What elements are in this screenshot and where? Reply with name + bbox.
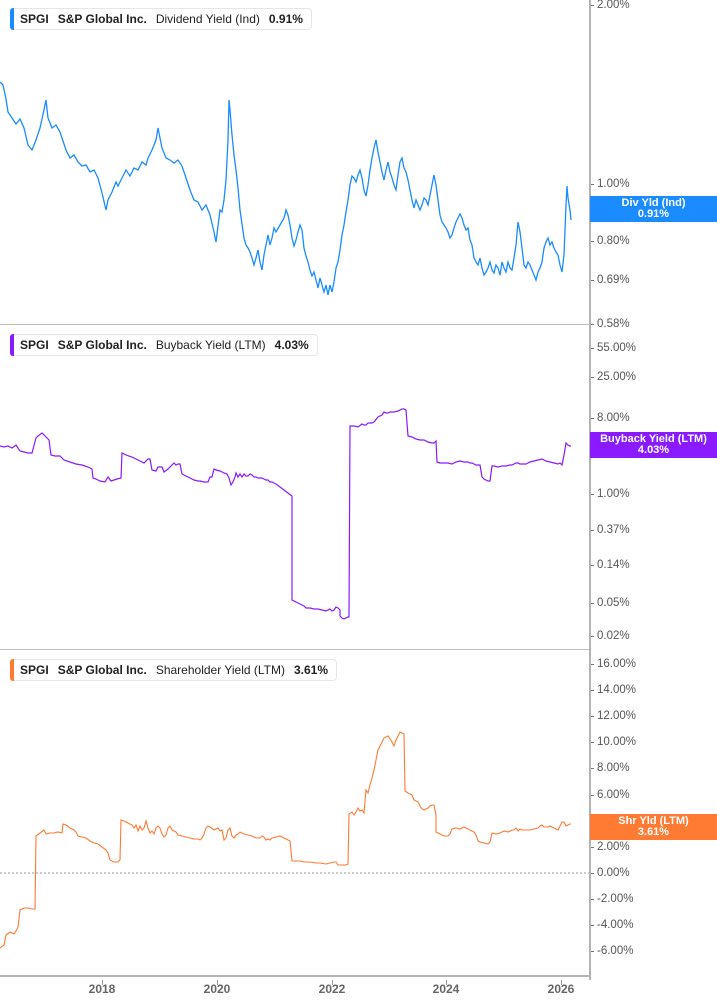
y-tick-mark: [591, 418, 594, 419]
legend-ticker: SPGI: [20, 12, 49, 26]
y-tick-mark: [591, 716, 594, 717]
legend-company: S&P Global Inc.: [57, 12, 147, 26]
y-tick-mark: [591, 873, 594, 874]
y-tick-mark: [591, 348, 594, 349]
y-tick-label: 0.05%: [597, 597, 630, 609]
y-tick-label: 2.00%: [597, 0, 630, 11]
legend-value: 4.03%: [274, 338, 309, 352]
y-tick-mark: [591, 565, 594, 566]
legend-metric: Shareholder Yield (LTM): [155, 663, 285, 677]
y-tick-label: -4.00%: [597, 919, 634, 931]
y-tick-label: 12.00%: [597, 710, 637, 722]
y-tick-label: 16.00%: [597, 658, 637, 670]
y-tick-mark: [591, 494, 594, 495]
legend-company: S&P Global Inc.: [57, 663, 147, 677]
x-axis-line: [0, 975, 591, 977]
y-tick-label: 1.00%: [597, 488, 630, 500]
x-tick-label: 2022: [318, 982, 346, 996]
y-tick-mark: [591, 742, 594, 743]
buyback-yield-legend[interactable]: SPGI S&P Global Inc. Buyback Yield (LTM)…: [10, 334, 318, 356]
legend-ticker: SPGI: [20, 663, 49, 677]
y-tick-mark: [591, 603, 594, 604]
y-tick-mark: [591, 241, 594, 242]
x-tick-mark: [561, 980, 562, 985]
y-tick-label: 8.00%: [597, 762, 630, 774]
legend-metric: Buyback Yield (LTM): [155, 338, 266, 352]
y-tick-label: 6.00%: [597, 789, 630, 801]
y-tick-label: -6.00%: [597, 945, 634, 957]
y-tick-mark: [591, 795, 594, 796]
y-tick-mark: [591, 324, 594, 325]
tag-value: 3.61%: [637, 826, 670, 838]
tag-label: Div Yld (Ind): [621, 197, 686, 209]
y-tick-label: -2.00%: [597, 893, 634, 905]
y-tick-label: 25.00%: [597, 371, 637, 383]
x-tick-mark: [332, 980, 333, 985]
y-tick-label: 0.80%: [597, 235, 630, 247]
y-tick-mark: [591, 184, 594, 185]
buyback-yield-line: [0, 408, 571, 620]
x-tick-label: 2020: [203, 982, 231, 996]
tag-label: Buyback Yield (LTM): [600, 433, 707, 445]
panel-separator: [0, 324, 590, 325]
dividend-yield-line: [0, 81, 572, 296]
x-tick-mark: [446, 980, 447, 985]
tag-label: Shr Yld (LTM): [618, 815, 689, 827]
x-tick-mark: [102, 980, 103, 985]
shareholder-yield-line: [0, 731, 590, 949]
x-tick-mark: [217, 980, 218, 985]
legend-company: S&P Global Inc.: [57, 338, 147, 352]
y-tick-label: 0.14%: [597, 559, 630, 571]
y-tick-label: 8.00%: [597, 412, 630, 424]
y-axis-line: [589, 325, 591, 650]
dividend-yield-panel: SPGI S&P Global Inc. Dividend Yield (Ind…: [0, 0, 717, 330]
legend-color-bar: [10, 8, 14, 30]
y-tick-label: 10.00%: [597, 736, 637, 748]
y-tick-mark: [591, 768, 594, 769]
y-tick-mark: [591, 280, 594, 281]
panel-separator: [0, 649, 590, 650]
y-tick-label: 2.00%: [597, 841, 630, 853]
buyback-yield-value-tag: Buyback Yield (LTM) 4.03%: [590, 432, 717, 458]
x-tick-label: 2018: [88, 982, 116, 996]
y-tick-label: 0.00%: [597, 867, 630, 879]
shareholder-yield-value-tag: Shr Yld (LTM) 3.61%: [590, 814, 717, 840]
tag-value: 4.03%: [637, 444, 670, 456]
y-tick-mark: [591, 664, 594, 665]
y-tick-label: 0.58%: [597, 318, 630, 330]
y-axis-line: [589, 0, 591, 325]
x-tick-label: 2024: [432, 982, 460, 996]
y-tick-mark: [591, 530, 594, 531]
y-tick-mark: [591, 636, 594, 637]
shareholder-yield-panel: SPGI S&P Global Inc. Shareholder Yield (…: [0, 650, 717, 980]
y-tick-mark: [591, 690, 594, 691]
y-tick-mark: [591, 847, 594, 848]
y-tick-label: 14.00%: [597, 684, 637, 696]
legend-color-bar: [10, 659, 14, 681]
dividend-yield-value-tag: Div Yld (Ind) 0.91%: [590, 196, 717, 222]
y-tick-mark: [591, 925, 594, 926]
tag-value: 0.91%: [637, 208, 670, 220]
y-tick-label: 55.00%: [597, 342, 637, 354]
dividend-yield-legend[interactable]: SPGI S&P Global Inc. Dividend Yield (Ind…: [10, 8, 312, 30]
y-tick-mark: [591, 951, 594, 952]
y-tick-label: 0.37%: [597, 524, 630, 536]
legend-metric: Dividend Yield (Ind): [155, 12, 260, 26]
y-tick-label: 0.02%: [597, 630, 630, 642]
legend-ticker: SPGI: [20, 338, 49, 352]
legend-color-bar: [10, 334, 14, 356]
x-tick-label: 2026: [547, 982, 575, 996]
legend-value: 0.91%: [268, 12, 303, 26]
y-tick-label: 0.69%: [597, 274, 630, 286]
y-tick-label: 1.00%: [597, 178, 630, 190]
y-tick-mark: [591, 5, 594, 6]
shareholder-yield-legend[interactable]: SPGI S&P Global Inc. Shareholder Yield (…: [10, 659, 338, 681]
y-tick-mark: [591, 899, 594, 900]
legend-value: 3.61%: [294, 663, 329, 677]
buyback-yield-panel: SPGI S&P Global Inc. Buyback Yield (LTM)…: [0, 325, 717, 650]
y-tick-mark: [591, 377, 594, 378]
